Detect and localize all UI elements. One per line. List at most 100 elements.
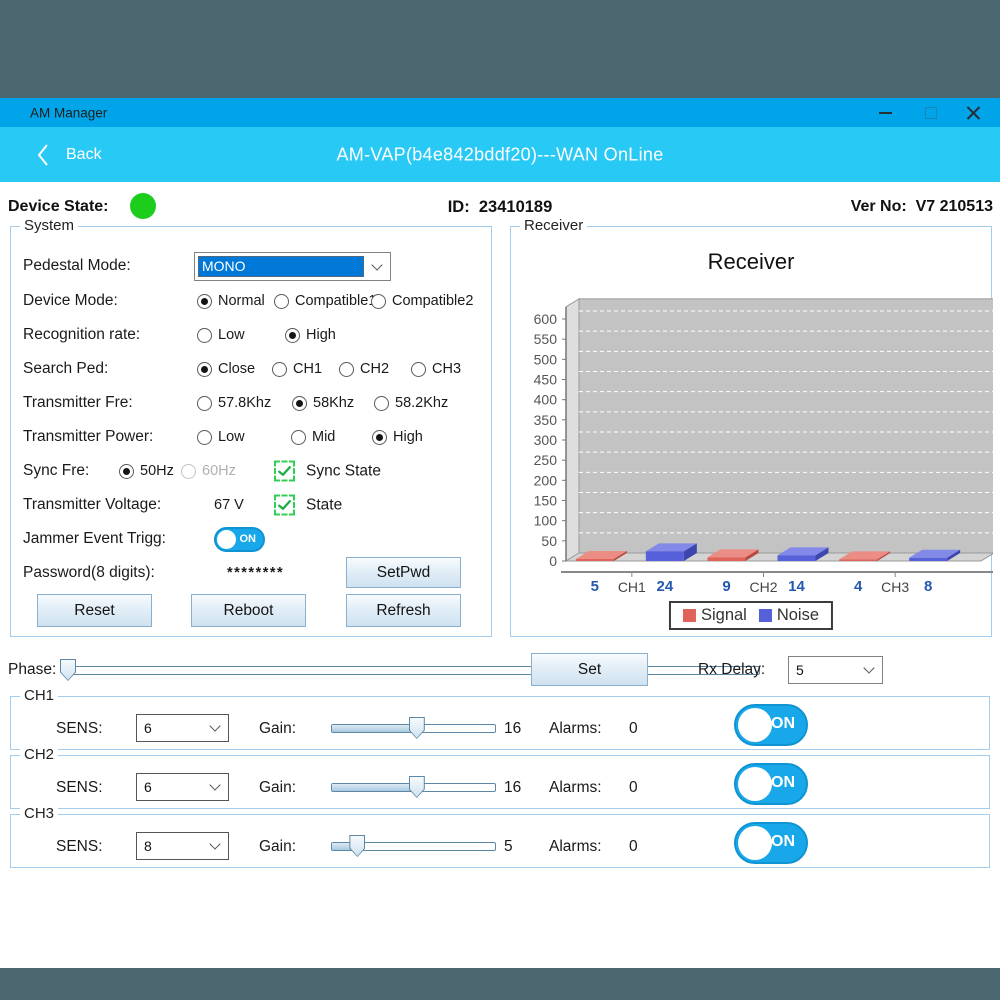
radio-label: Compatible1	[295, 293, 377, 309]
receiver-group: Receiver Receiver 0 50 100 150 200 250 300 350 4…	[510, 217, 993, 637]
radio-label: Low	[218, 429, 245, 445]
legend-noise-label: Noise	[776, 606, 820, 624]
ch2-sens-select[interactable]: 6	[136, 773, 229, 801]
slider-thumb[interactable]	[349, 835, 366, 857]
slider-thumb[interactable]	[408, 776, 425, 798]
close-button[interactable]	[950, 98, 996, 127]
radio-power-high[interactable]: High	[372, 429, 423, 445]
maximize-button[interactable]	[908, 98, 954, 127]
ch3-sens-select[interactable]: 8	[136, 832, 229, 860]
radio-low[interactable]: Low	[197, 327, 245, 343]
sync-state-checkbox[interactable]	[274, 460, 295, 482]
ch2-gain-value: 16	[504, 779, 522, 796]
radio-compatible1[interactable]: Compatible1	[274, 293, 376, 309]
transmitter-voltage-label: Transmitter Voltage:	[23, 496, 162, 513]
ch3-group-label: CH3	[20, 805, 59, 822]
password-masked-value: ********	[227, 565, 285, 581]
main-content: Device State: ID: 23410189 Ver No: V7 21…	[0, 182, 1000, 968]
radio-icon	[372, 429, 387, 445]
svg-text:0: 0	[549, 553, 557, 569]
svg-text:14: 14	[788, 578, 805, 595]
jammer-row: Jammer Event Trigg:	[11, 524, 491, 554]
title-bar: AM Manager	[0, 98, 1000, 127]
transmitter-voltage-value: 67 V	[214, 497, 244, 513]
reset-button[interactable]: Reset	[37, 594, 152, 627]
ch1-sens-select[interactable]: 6	[136, 714, 229, 742]
radio-close[interactable]: Close	[197, 361, 255, 377]
pedestal-mode-row: Pedestal Mode:	[11, 251, 491, 281]
radio-50hz[interactable]: 50Hz	[119, 463, 174, 479]
svg-text:350: 350	[534, 412, 558, 428]
radio-ch2[interactable]: CH2	[339, 361, 389, 377]
radio-label: Close	[218, 361, 256, 377]
svg-text:300: 300	[534, 432, 558, 448]
search-ped-label: Search Ped:	[23, 360, 109, 377]
slider-thumb[interactable]	[60, 659, 76, 681]
radio-icon	[292, 395, 307, 411]
ch2-toggle[interactable]: ON	[734, 763, 808, 805]
radio-icon	[119, 463, 134, 479]
state-label: State	[306, 496, 343, 513]
setpwd-button[interactable]: SetPwd	[346, 557, 461, 588]
radio-icon	[197, 327, 212, 343]
app-title: AM Manager	[30, 105, 108, 120]
ch1-toggle[interactable]: ON	[734, 704, 808, 746]
ch1-sens-value: 6	[144, 720, 152, 736]
reboot-button[interactable]: Reboot	[191, 594, 306, 627]
chart-legend: Signal Noise	[668, 601, 834, 630]
radio-high[interactable]: High	[285, 327, 336, 343]
radio-ch3[interactable]: CH3	[411, 361, 461, 377]
minimize-button[interactable]	[862, 98, 908, 127]
svg-text:200: 200	[534, 472, 558, 488]
ch3-alarms-label: Alarms:	[549, 838, 602, 855]
radio-label: CH2	[360, 361, 390, 377]
svg-text:4: 4	[854, 578, 863, 595]
svg-text:5: 5	[591, 578, 599, 595]
ch2-sens-label: SENS:	[56, 779, 103, 796]
radio-label: Low	[218, 327, 245, 343]
back-button[interactable]: Back	[36, 143, 102, 167]
phase-slider[interactable]	[60, 659, 760, 681]
ch3-gain-slider[interactable]	[331, 835, 496, 857]
radio-label: CH3	[432, 361, 462, 377]
radio-compatible2[interactable]: Compatible2	[371, 293, 473, 309]
reboot-label: Reboot	[223, 601, 274, 619]
radio-58khz[interactable]: 58Khz	[292, 395, 354, 411]
chevron-down-icon	[209, 838, 221, 850]
sync-fre-row: Sync Fre: 50Hz 60Hz Sync State	[11, 456, 491, 486]
rx-delay-label: Rx Delay:	[698, 661, 766, 678]
radio-label: 50Hz	[140, 463, 174, 479]
ch3-alarms-value: 0	[629, 838, 638, 855]
radio-normal[interactable]: Normal	[197, 293, 265, 309]
radio-icon	[272, 361, 287, 377]
ch2-gain-label: Gain:	[259, 779, 297, 796]
svg-text:9: 9	[722, 578, 730, 595]
state-checkbox[interactable]	[274, 494, 295, 516]
ch1-gain-slider[interactable]	[331, 717, 496, 739]
reset-label: Reset	[74, 601, 115, 619]
ch2-gain-slider[interactable]	[331, 776, 496, 798]
search-ped-row: Search Ped: Close CH1 CH2 CH3	[11, 354, 491, 384]
refresh-button[interactable]: Refresh	[346, 594, 461, 627]
radio-57-8khz[interactable]: 57.8Khz	[197, 395, 271, 411]
pedestal-mode-select[interactable]: MONO	[194, 252, 391, 281]
set-button[interactable]: Set	[531, 653, 648, 686]
radio-power-low[interactable]: Low	[197, 429, 245, 445]
jammer-label: Jammer Event Trigg:	[23, 530, 166, 547]
back-chevron-icon	[37, 143, 48, 166]
radio-power-mid[interactable]: Mid	[291, 429, 335, 445]
receiver-chart: 0 50 100 150 200 250 300 350 400 450 500 550 600 5 24 C…	[534, 297, 993, 595]
jammer-toggle[interactable]: ON	[214, 527, 265, 552]
device-mode-label: Device Mode:	[23, 292, 118, 309]
toggle-on-label: ON	[239, 532, 257, 545]
ch3-toggle[interactable]: ON	[734, 822, 808, 864]
ch1-group-label: CH1	[20, 687, 59, 704]
radio-ch1[interactable]: CH1	[272, 361, 322, 377]
rx-delay-select[interactable]: 5	[788, 656, 883, 684]
ch3-sens-value: 8	[144, 838, 152, 854]
phase-label: Phase:	[8, 661, 57, 678]
slider-thumb[interactable]	[408, 717, 425, 739]
recognition-rate-row: Recognition rate: Low High	[11, 320, 491, 350]
radio-58-2khz[interactable]: 58.2Khz	[374, 395, 448, 411]
close-icon	[966, 105, 981, 120]
